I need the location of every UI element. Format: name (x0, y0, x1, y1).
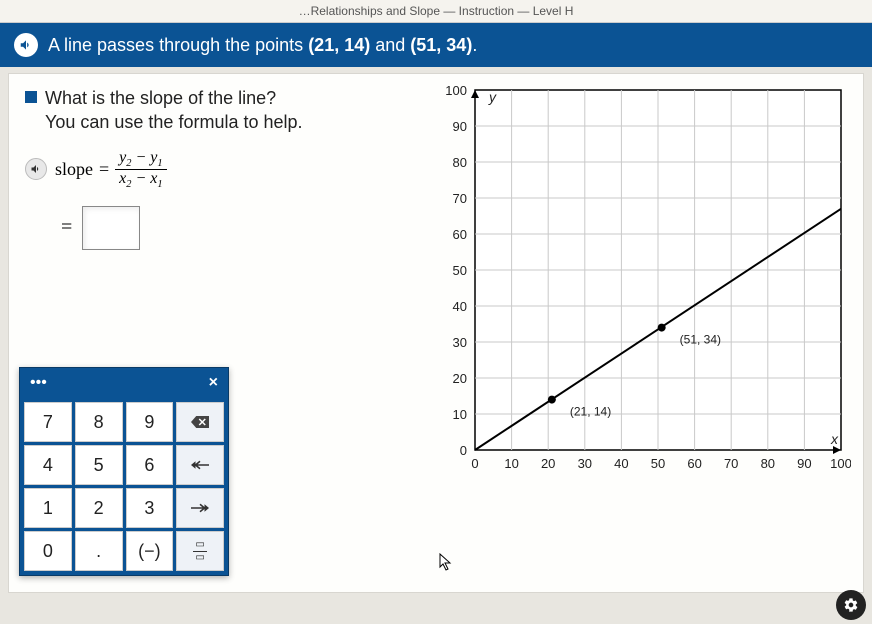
svg-text:50: 50 (651, 456, 665, 471)
svg-text:70: 70 (724, 456, 738, 471)
key-1[interactable]: 1 (24, 488, 72, 528)
audio-icon[interactable] (14, 33, 38, 57)
svg-text:50: 50 (453, 263, 467, 278)
svg-text:0: 0 (471, 456, 478, 471)
svg-text:30: 30 (453, 335, 467, 350)
svg-text:90: 90 (797, 456, 811, 471)
svg-text:100: 100 (445, 83, 467, 98)
key-8[interactable]: 8 (75, 402, 123, 442)
svg-text:10: 10 (453, 407, 467, 422)
question-text: What is the slope of the line? You can u… (45, 86, 303, 135)
key-0[interactable]: 0 (24, 531, 72, 571)
key-(−)[interactable]: (−) (126, 531, 174, 571)
svg-text:60: 60 (453, 227, 467, 242)
workspace-panel: What is the slope of the line? You can u… (8, 73, 864, 593)
svg-text:(21, 14): (21, 14) (570, 405, 611, 419)
svg-text:20: 20 (453, 371, 467, 386)
svg-text:10: 10 (504, 456, 518, 471)
svg-text:70: 70 (453, 191, 467, 206)
svg-text:60: 60 (687, 456, 701, 471)
key-.[interactable]: . (75, 531, 123, 571)
key-frac[interactable]: ▭▭ (176, 531, 224, 571)
slope-formula: slope = y2 − y1 x2 − x1 (55, 149, 167, 190)
key-→[interactable] (176, 488, 224, 528)
lesson-breadcrumb: …Relationships and Slope — Instruction —… (0, 0, 872, 23)
svg-text:100: 100 (830, 456, 851, 471)
prompt-text: A line passes through the points (21, 14… (48, 35, 477, 56)
keypad-close-button[interactable]: × (209, 374, 218, 392)
settings-button[interactable] (836, 590, 866, 620)
cursor-icon (439, 553, 453, 574)
svg-text:0: 0 (460, 443, 467, 458)
prompt-bar: A line passes through the points (21, 14… (0, 23, 872, 67)
svg-text:40: 40 (614, 456, 628, 471)
svg-text:80: 80 (453, 155, 467, 170)
equals-sign: = (61, 216, 72, 239)
key-5[interactable]: 5 (75, 445, 123, 485)
svg-text:90: 90 (453, 119, 467, 134)
coordinate-chart: 0 10 20 30 40 50 60 70 80 90 100 0 10 20 30 40 50 60 70 80 9… (431, 80, 851, 480)
svg-text:20: 20 (541, 456, 555, 471)
key-4[interactable]: 4 (24, 445, 72, 485)
key-←[interactable] (176, 445, 224, 485)
bullet-icon (25, 91, 37, 103)
keypad-more-button[interactable]: ••• (30, 374, 47, 392)
key-6[interactable]: 6 (126, 445, 174, 485)
numeric-keypad: ••• × 789 456 123 0.(−)▭▭ (19, 367, 229, 576)
svg-text:y: y (488, 89, 497, 105)
svg-text:(51, 34): (51, 34) (680, 333, 721, 347)
svg-text:30: 30 (578, 456, 592, 471)
svg-text:x: x (830, 431, 839, 447)
key-3[interactable]: 3 (126, 488, 174, 528)
gear-icon (843, 597, 859, 613)
key-7[interactable]: 7 (24, 402, 72, 442)
key-2[interactable]: 2 (75, 488, 123, 528)
audio-icon[interactable] (25, 158, 47, 180)
key-⌫[interactable] (176, 402, 224, 442)
svg-text:40: 40 (453, 299, 467, 314)
key-9[interactable]: 9 (126, 402, 174, 442)
answer-input[interactable] (82, 206, 140, 250)
svg-text:80: 80 (761, 456, 775, 471)
